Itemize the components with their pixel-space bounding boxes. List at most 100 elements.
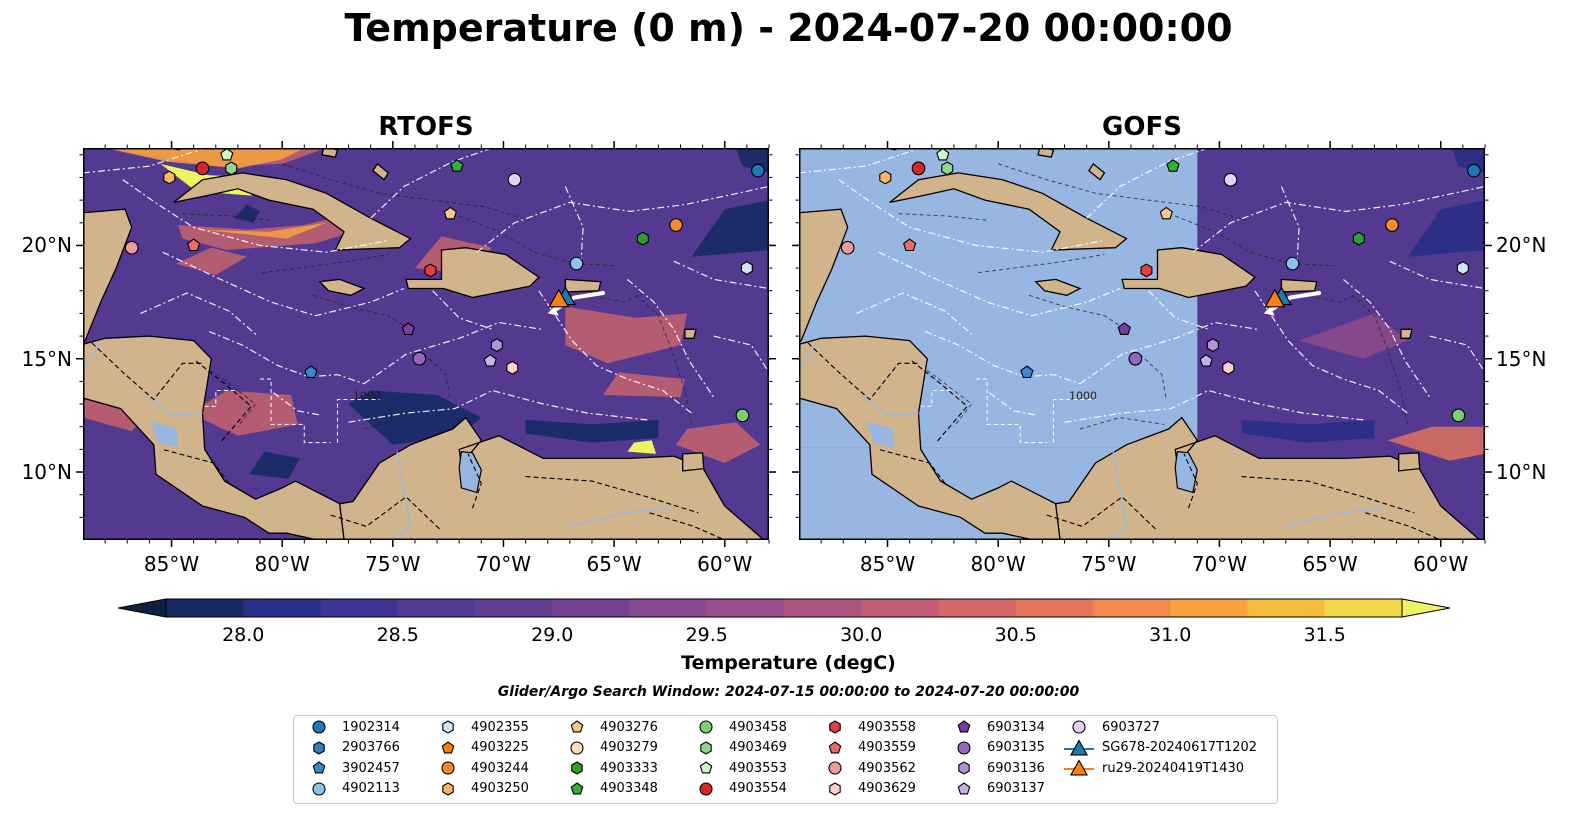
rtofs-marker-4902113	[569, 256, 584, 271]
legend-label: 4903279	[600, 740, 658, 755]
legend-marker-icon	[313, 740, 325, 755]
legend-item: SG678-20240617T1202	[1064, 738, 1258, 757]
gofs-marker-ru29-20240419T1430	[1264, 288, 1286, 308]
legend-label: 6903137	[987, 781, 1045, 796]
gofs-marker-4902355	[1456, 261, 1469, 276]
gofs-lon-tick-label: 80°W	[970, 552, 1026, 576]
gofs-marker-1902314	[1467, 163, 1481, 178]
colorbar-extend-low	[118, 598, 167, 618]
gofs-marker-4903553	[936, 148, 950, 161]
gofs-marker-4903629	[1222, 360, 1235, 375]
legend-marker-icon	[312, 761, 326, 774]
legend-label: 4903559	[858, 740, 916, 755]
gofs-marker-6903137	[1199, 354, 1213, 367]
legend-label: 4903554	[729, 781, 787, 796]
gofs-rivers	[799, 342, 1386, 540]
rtofs-borders	[91, 342, 725, 540]
legend-label: 4903244	[471, 760, 529, 776]
legend-item: 1902314	[304, 718, 400, 736]
legend-label: 4903458	[729, 719, 787, 735]
legend-item: 3902457	[304, 759, 400, 777]
rtofs-marker-4903629	[506, 360, 519, 375]
rtofs-marker-4903558	[424, 263, 437, 278]
colorbar-bin	[475, 599, 553, 617]
legend-label: 4903553	[729, 760, 787, 776]
gofs-lon-tick-label: 85°W	[859, 552, 916, 576]
colorbar-bin	[629, 599, 708, 617]
gofs-marker-4903250	[879, 170, 892, 185]
legend-marker-icon	[700, 740, 712, 755]
legend-marker-icon	[442, 781, 454, 796]
rtofs-marker-4902355	[740, 261, 753, 276]
rtofs-marker-4903458	[735, 408, 750, 423]
legend-marker-icon	[699, 781, 713, 796]
legend-item: 4903279	[562, 739, 658, 757]
legend-label: 4903558	[858, 719, 916, 735]
gofs-marker-4903276	[1159, 206, 1173, 220]
rtofs-lat-tick-label: 10°N	[21, 460, 72, 485]
legend-marker-icon	[829, 781, 841, 796]
colorbar-bin	[1247, 599, 1326, 617]
rtofs-marker-6903137	[483, 354, 497, 367]
legend-item: 4902113	[304, 780, 400, 798]
search-window-text: Glider/Argo Search Window: 2024-07-15 00…	[497, 684, 1080, 700]
rtofs-land-bahamas2	[372, 162, 390, 181]
rtofs-marker-4903348	[450, 159, 464, 172]
rtofs-marker-4903562	[124, 240, 139, 255]
rtofs-marker-1902314	[751, 163, 765, 178]
gofs-marker-6903136	[1206, 338, 1219, 353]
rtofs-lat-tick-label: 20°N	[21, 233, 72, 258]
legend-label: 4902113	[342, 781, 400, 796]
gofs-lon-tick-label: 65°W	[1302, 552, 1358, 576]
gofs-land-yucatan	[799, 208, 849, 343]
rtofs-lake-nicaragua	[150, 421, 179, 448]
legend-marker-icon	[441, 740, 455, 753]
colorbar-bin	[243, 599, 322, 617]
legend-label: 4903276	[600, 719, 658, 735]
rtofs-map[interactable]: 1000	[83, 148, 769, 540]
rtofs-marker-4903553	[220, 148, 234, 161]
gofs-float-markers	[840, 148, 1481, 423]
rtofs-marker-6903727	[507, 172, 522, 187]
colorbar-bin	[861, 599, 940, 617]
colorbar-bin	[552, 599, 631, 617]
legend-marker-icon	[442, 720, 454, 734]
colorbar-bin	[1324, 599, 1403, 617]
panel-title-gofs: GOFS	[1102, 112, 1182, 142]
legend-item: 4903458	[691, 718, 787, 736]
rtofs-lon-tick-label: 75°W	[365, 552, 421, 576]
legend: 1902314 2903766 3902457 4902113 4902355 49032…	[293, 715, 1278, 804]
rtofs-marker-4903244	[669, 218, 683, 232]
legend-item: 4903333	[562, 759, 658, 777]
gofs-marker-4903469	[941, 161, 954, 176]
legend-item: 4903250	[433, 780, 529, 798]
gofs-marker-4903562	[840, 240, 855, 255]
legend-marker-icon	[957, 740, 971, 755]
legend-label: 4903250	[471, 781, 529, 796]
gofs-borders	[807, 342, 1441, 540]
legend-label: SG678-20240617T1202	[1102, 740, 1258, 755]
rtofs-eez-boundaries	[83, 148, 769, 423]
gofs-marker-4903558	[1140, 263, 1153, 278]
rtofs-marker-4903469	[225, 161, 238, 176]
colorbar-tick-label: 29.0	[531, 624, 574, 646]
colorbar-tick-label: 29.5	[685, 624, 728, 646]
colorbar	[118, 598, 1450, 618]
colorbar-bin	[938, 599, 1017, 617]
figure-title: Temperature (0 m) - 2024-07-20 00:00:00	[344, 6, 1233, 50]
rtofs-bathymetry-contours	[182, 163, 692, 430]
rtofs-land-smallisles	[684, 328, 697, 339]
gofs-land-jamaica	[1034, 278, 1082, 296]
gofs-land-cuba	[889, 172, 1128, 251]
legend-marker-icon	[570, 720, 584, 733]
legend-item: 6903137	[949, 780, 1045, 798]
gofs-marker-4903458	[1451, 408, 1466, 423]
legend-item: 4903276	[562, 718, 658, 736]
legend-item: 4903348	[562, 780, 658, 798]
gofs-lon-tick-label: 60°W	[1413, 552, 1469, 576]
gofs-map[interactable]: 1000	[799, 148, 1485, 540]
gofs-lake-nicaragua	[866, 421, 895, 448]
rtofs-land-hispaniola	[405, 247, 540, 299]
colorbar-title: Temperature (degC)	[681, 652, 896, 674]
gofs-lat-tick-label: 15°N	[1496, 346, 1547, 371]
